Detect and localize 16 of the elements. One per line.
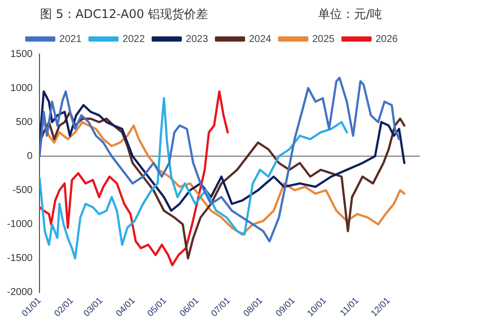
legend-label: 2021: [59, 34, 82, 45]
legend-label: 2025: [312, 34, 335, 45]
y-tick-label: -500: [12, 185, 34, 196]
y-tick-label: 500: [16, 116, 34, 128]
y-tick-label: 1500: [10, 48, 34, 60]
y-tick-label: 0: [27, 150, 34, 162]
y-tick-label: -2000: [7, 287, 34, 298]
y-tick-label: -1000: [7, 219, 34, 230]
legend-label: 2024: [249, 34, 272, 45]
chart-title: 图 5：ADC12-A00 铝现货价差: [40, 6, 208, 23]
legend-label: 2022: [122, 34, 146, 45]
legend-label: 2023: [186, 34, 208, 45]
legend-label: 2026: [375, 34, 398, 45]
y-axis-title: 单位：元/吨: [318, 6, 382, 23]
y-tick-label: 1000: [10, 82, 34, 94]
y-tick-label: -1500: [7, 253, 34, 264]
